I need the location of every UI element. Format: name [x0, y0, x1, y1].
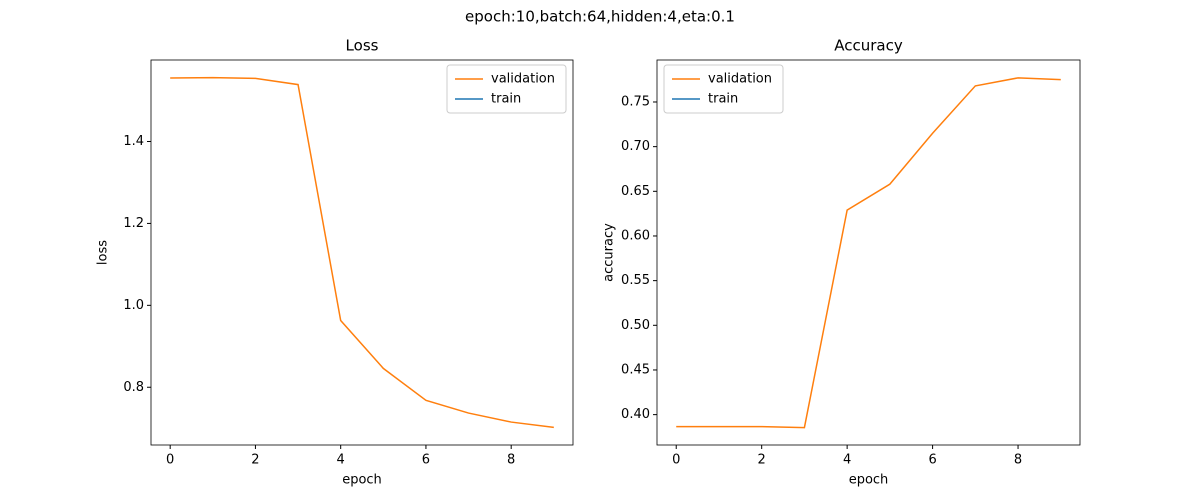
y-tick-label: 0.45 — [621, 362, 650, 377]
x-tick-label: 4 — [337, 453, 345, 468]
y-axis-label: loss — [96, 240, 111, 265]
y-tick-label: 0.8 — [123, 380, 144, 395]
legend-label: validation — [708, 72, 772, 87]
legend-label: train — [708, 92, 738, 107]
axes-title: Loss — [346, 37, 379, 55]
y-tick-label: 1.4 — [123, 134, 144, 149]
x-tick-label: 8 — [1014, 453, 1022, 468]
x-axis-label: epoch — [849, 473, 889, 488]
axes-frame — [656, 59, 1081, 446]
y-tick-label: 0.70 — [621, 139, 650, 154]
axes-title: Accuracy — [834, 37, 903, 55]
x-tick-label: 2 — [251, 453, 259, 468]
legend-box — [446, 64, 567, 114]
y-tick-label: 1.0 — [123, 298, 144, 313]
y-tick-label: 0.75 — [621, 94, 650, 109]
y-tick-label: 0.65 — [621, 184, 650, 199]
y-tick-label: 0.40 — [621, 407, 650, 422]
x-tick-label: 4 — [843, 453, 851, 468]
x-tick-label: 6 — [928, 453, 936, 468]
axes-frame — [150, 59, 574, 446]
x-tick-label: 0 — [672, 453, 680, 468]
y-tick-label: 0.55 — [621, 273, 650, 288]
x-tick-label: 6 — [422, 453, 430, 468]
y-tick-label: 0.60 — [621, 228, 650, 243]
series-line — [170, 76, 554, 429]
legend-box — [663, 64, 784, 114]
figure-title: epoch:10,batch:64,hidden:4,eta:0.1 — [465, 8, 735, 26]
x-tick-label: 0 — [166, 453, 174, 468]
y-tick-label: 1.2 — [123, 216, 144, 231]
legend-label: train — [491, 92, 521, 107]
x-axis-label: epoch — [342, 473, 382, 488]
x-tick-label: 2 — [758, 453, 766, 468]
y-axis-label: accuracy — [602, 223, 617, 282]
series-line — [676, 77, 1061, 429]
x-tick-label: 8 — [507, 453, 515, 468]
legend-label: validation — [491, 72, 555, 87]
y-tick-label: 0.50 — [621, 318, 650, 333]
